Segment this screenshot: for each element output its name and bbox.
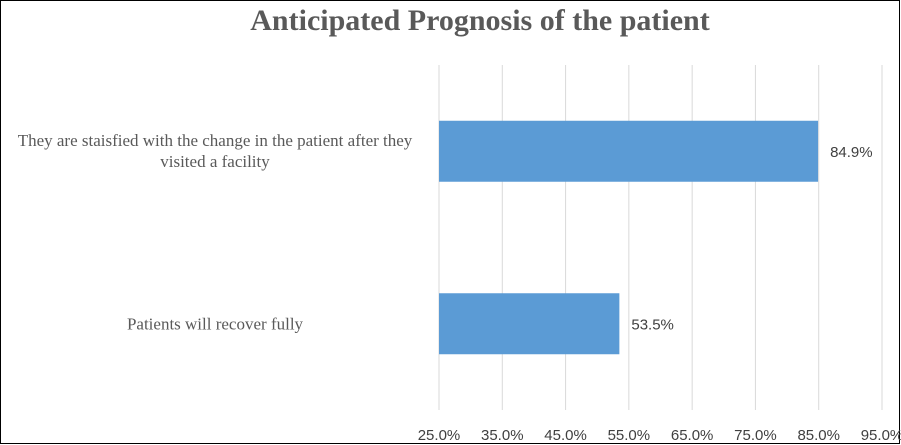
- x-tick-label: 25.0%: [418, 427, 461, 444]
- data-label: 53.5%: [631, 317, 674, 334]
- x-tick-label: 85.0%: [797, 427, 840, 444]
- y-tick-label: Patients will recover fully: [126, 314, 304, 334]
- x-tick-label: 35.0%: [481, 427, 524, 444]
- x-tick-label: 65.0%: [671, 427, 714, 444]
- bar: [439, 120, 819, 182]
- chart-title: Anticipated Prognosis of the patient: [250, 4, 709, 37]
- bar: [439, 293, 620, 355]
- x-tick-label: 55.0%: [608, 427, 651, 444]
- x-tick-label: 45.0%: [544, 427, 587, 444]
- x-tick-label: 75.0%: [734, 427, 777, 444]
- y-tick-label: They are staisfied with the change in th…: [17, 131, 413, 172]
- x-tick-label: 95.0%: [861, 427, 901, 444]
- data-label: 84.9%: [830, 144, 873, 161]
